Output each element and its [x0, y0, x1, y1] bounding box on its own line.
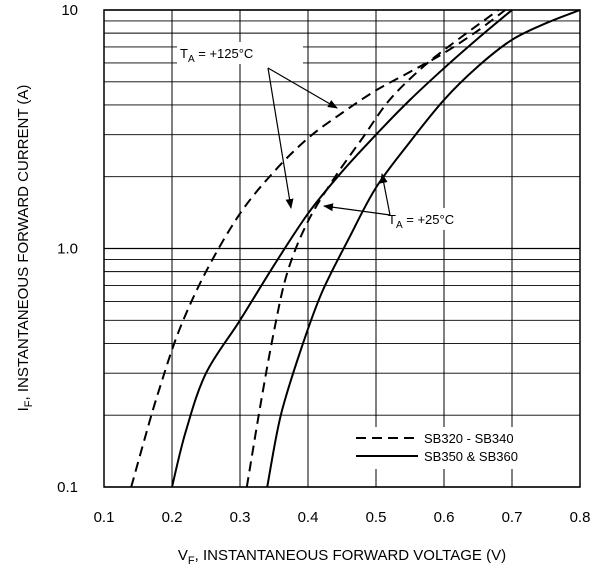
legend-label-sb350-sb360: SB350 & SB360: [424, 449, 518, 464]
series-line-sb320-sb340-25c: [245, 9, 499, 488]
annotation-125c-label: TA = +125°C: [180, 46, 253, 65]
legend-bg: [348, 427, 578, 469]
series-lines: [130, 9, 581, 488]
annotation-125c-arrow-1: [267, 67, 338, 109]
annotation-25c-label: TA = +25°C: [388, 212, 454, 231]
x-tick-label: 0.2: [162, 509, 183, 526]
annotation-125c-arrow-2: [267, 67, 294, 209]
legend: SB320 - SB340 SB350 & SB360: [348, 427, 578, 469]
annotation-125c-bg: [177, 42, 303, 64]
x-axis-title: VF, INSTANTANEOUS FORWARD VOLTAGE (V): [178, 547, 506, 567]
x-tick-label: 0.7: [502, 509, 523, 526]
x-tick-label: 0.8: [570, 509, 591, 526]
x-tick-label: 0.1: [94, 509, 115, 526]
legend-label-sb320-sb340: SB320 - SB340: [424, 431, 514, 446]
x-tick-label: 0.3: [230, 509, 251, 526]
y-tick-label: 10: [61, 2, 78, 19]
annotation-125c: TA = +125°C: [177, 42, 338, 209]
series-line-sb350-sb360-25c: [266, 9, 581, 488]
annotation-25c-arrow-1: [323, 203, 391, 216]
y-axis-title: IF, INSTANTANEOUS FORWARD CURRENT (A): [15, 85, 35, 412]
y-tick-label: 1.0: [57, 241, 78, 258]
annotation-25c: TA = +25°C: [323, 173, 482, 231]
plot-frame: [103, 9, 581, 488]
grid: [103, 9, 581, 488]
y-tick-label: 0.1: [57, 479, 78, 496]
series-line-sb320-sb340-125c: [130, 9, 506, 488]
x-tick-label: 0.5: [366, 509, 387, 526]
x-tick-label: 0.6: [434, 509, 455, 526]
annotation-25c-arrow-2: [379, 173, 391, 216]
annotation-25c-bg: [386, 208, 482, 230]
x-tick-label: 0.4: [298, 509, 319, 526]
tick-labels: 0.1 0.2 0.3 0.4 0.5 0.6 0.7 0.8 0.1 1.0 10: [57, 2, 590, 526]
